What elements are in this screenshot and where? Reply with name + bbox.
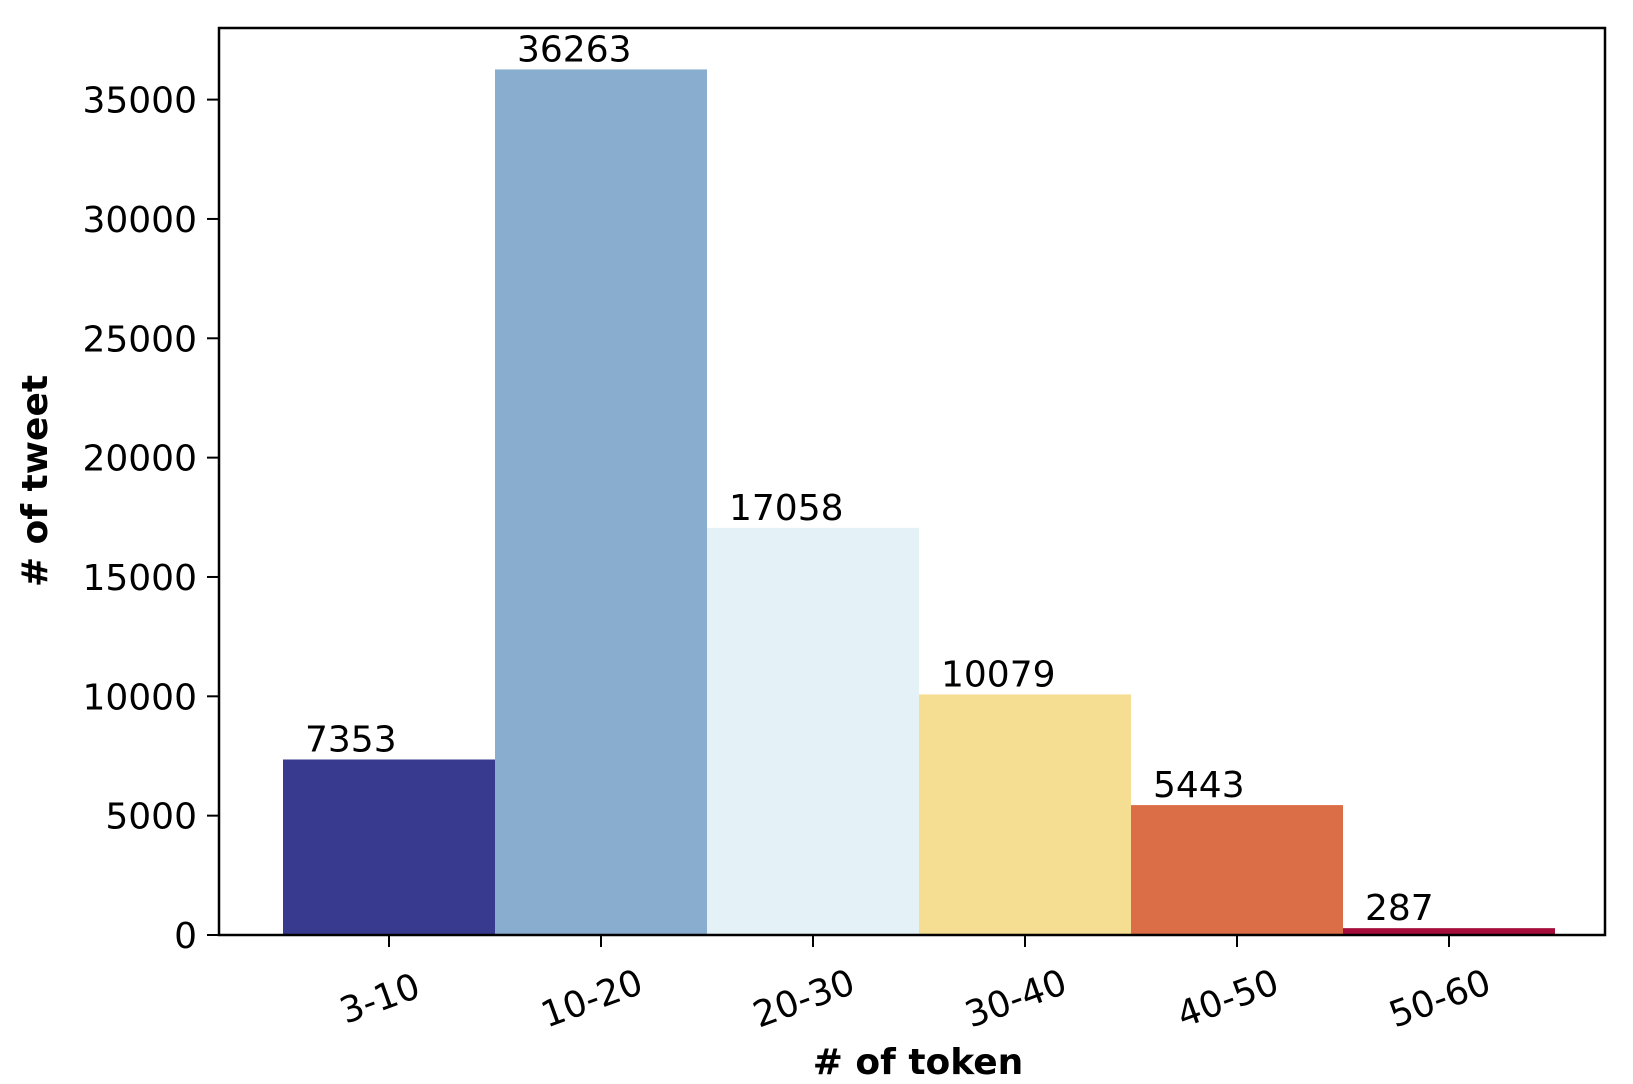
bar-50-60 xyxy=(1343,928,1555,935)
data-label-3-10: 7353 xyxy=(305,719,397,760)
x-tick-label: 3-10 xyxy=(335,966,426,1032)
data-labels-group: 7353 36263 17058 10079 5443 287 xyxy=(305,29,1434,929)
y-tick-label: 30000 xyxy=(82,200,197,241)
x-tick-label: 20-30 xyxy=(748,962,860,1036)
data-label-40-50: 5443 xyxy=(1153,765,1245,806)
bar-3-10 xyxy=(283,759,495,935)
x-tick-label: 10-20 xyxy=(536,962,648,1036)
bar-20-30 xyxy=(707,527,919,935)
plot-frame xyxy=(217,26,1607,937)
data-label-20-30: 17058 xyxy=(729,488,844,529)
x-tick-label: 50-60 xyxy=(1384,962,1496,1036)
x-axis-title: # of token xyxy=(813,1042,1024,1083)
y-tick-label: 35000 xyxy=(82,81,197,122)
bar-40-50 xyxy=(1131,805,1343,935)
data-label-30-40: 10079 xyxy=(941,654,1056,695)
x-axis: 3-10 10-20 20-30 30-40 40-50 50-60 xyxy=(335,935,1496,1036)
x-tick-label: 40-50 xyxy=(1172,962,1284,1036)
bar-10-20 xyxy=(495,69,707,935)
bars-group xyxy=(283,69,1555,935)
bar-30-40 xyxy=(919,694,1131,935)
y-axis: 0 5000 10000 15000 20000 25000 30000 35000 xyxy=(82,81,219,957)
x-tick-label: 30-40 xyxy=(960,962,1072,1036)
y-tick-label: 10000 xyxy=(82,677,197,718)
y-tick-label: 20000 xyxy=(82,439,197,480)
y-tick-label: 0 xyxy=(174,916,197,957)
data-label-50-60: 287 xyxy=(1365,888,1434,929)
y-axis-title: # of tweet xyxy=(15,375,56,587)
data-label-10-20: 36263 xyxy=(517,29,632,70)
y-tick-label: 25000 xyxy=(82,319,197,360)
y-tick-label: 15000 xyxy=(82,558,197,599)
y-tick-label: 5000 xyxy=(105,797,197,838)
